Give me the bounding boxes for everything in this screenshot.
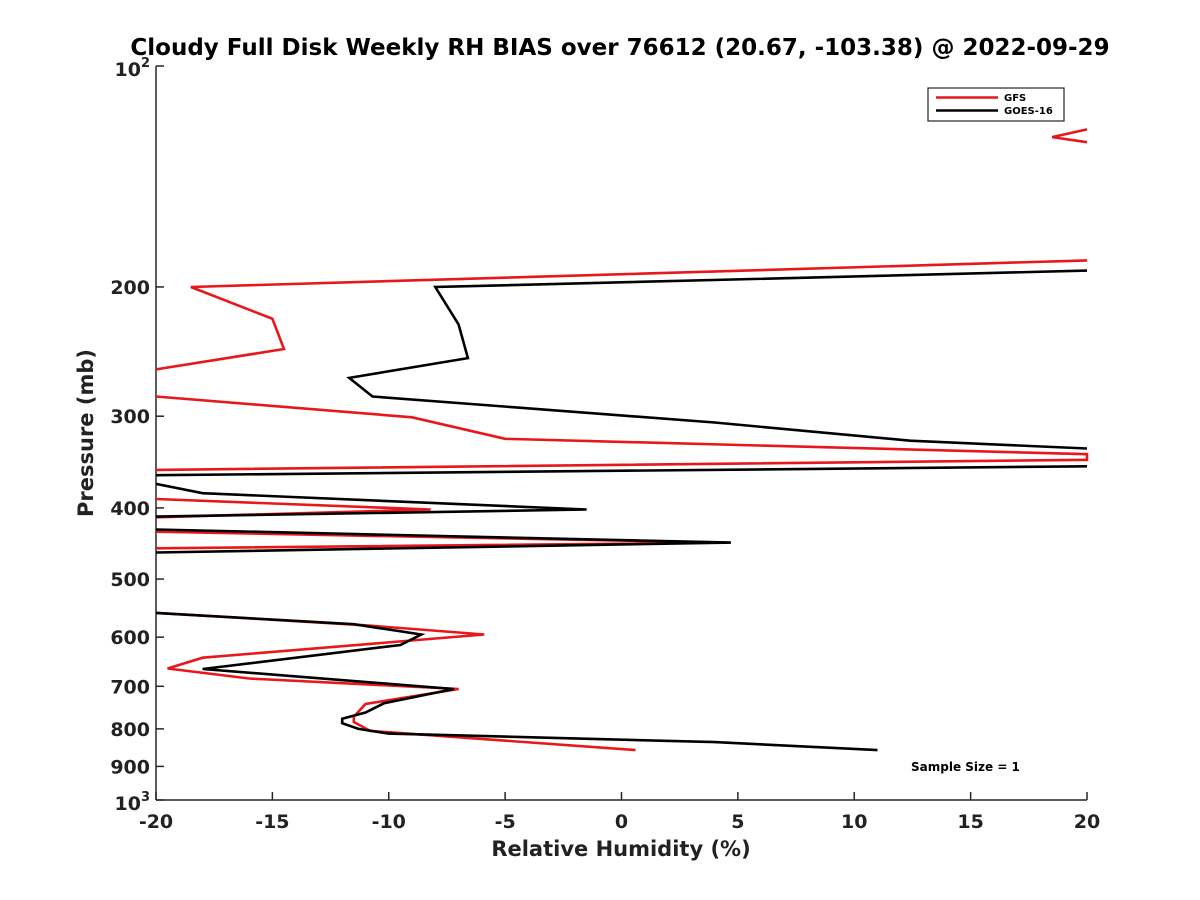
legend-label-goes-16: GOES-16 [1004, 106, 1053, 117]
series-line-goes-16 [155, 465, 1088, 477]
series-line-goes-16 [155, 611, 878, 752]
y-tick-label: 900 [110, 756, 150, 778]
x-tick-label: 15 [957, 811, 983, 833]
chart-title: Cloudy Full Disk Weekly RH BIAS over 766… [130, 35, 1109, 61]
series-line-gfs [155, 259, 1088, 371]
x-tick-label: -10 [372, 811, 406, 833]
series-line-gfs [155, 611, 636, 752]
series-line-goes-16 [346, 269, 1088, 450]
series-line-goes-16 [155, 482, 587, 518]
y-axis-label: Pressure (mb) [74, 349, 98, 517]
x-tick-label: -20 [139, 811, 173, 833]
x-tick-label: -15 [255, 811, 289, 833]
series-line-goes-16 [155, 528, 731, 554]
x-tick-label: -5 [495, 811, 516, 833]
y-axis-ticks: 102 200 300 400 500 600 700 800 900 103 [110, 56, 164, 815]
x-tick-label: 20 [1074, 811, 1100, 833]
x-tick-label: 5 [731, 811, 744, 833]
y-tick-label: 800 [110, 719, 150, 741]
y-tick-label: 300 [110, 406, 150, 428]
x-axis-label: Relative Humidity (%) [491, 837, 750, 861]
series-layer [155, 128, 1089, 752]
y-tick-label: 600 [110, 627, 150, 649]
legend-label-gfs: GFS [1004, 93, 1026, 104]
series-line-gfs [155, 395, 1089, 472]
legend-box [927, 87, 1065, 122]
y-tick-label: 200 [110, 277, 150, 299]
plot-area [155, 66, 1087, 801]
legend: GFS GOES-16 [927, 87, 1065, 122]
y-tick-label: 700 [110, 676, 150, 698]
x-axis-ticks: -20 -15 -10 -5 0 5 10 15 20 [139, 792, 1100, 833]
y-tick-label: 400 [110, 498, 150, 520]
series-line-gfs [1051, 128, 1088, 144]
y-tick-label: 500 [110, 569, 150, 591]
y-tick-label: 102 [115, 56, 151, 81]
x-tick-label: 10 [841, 811, 867, 833]
x-tick-label: 0 [615, 811, 628, 833]
y-tick-label: 103 [115, 790, 151, 815]
sample-size-annotation: Sample Size = 1 [911, 760, 1020, 774]
